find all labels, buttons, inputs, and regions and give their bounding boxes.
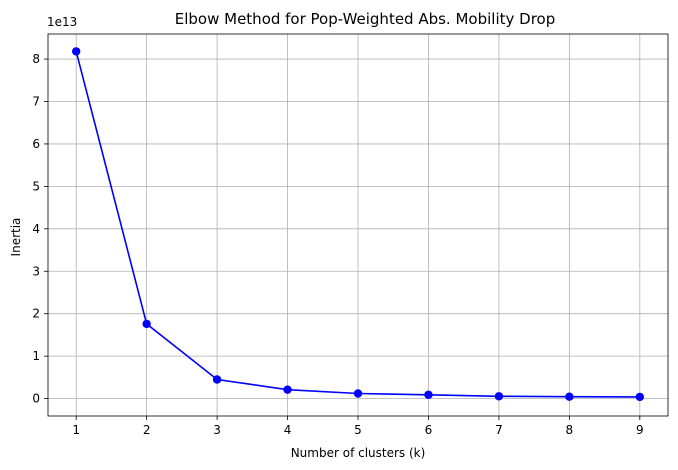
data-point <box>212 375 222 384</box>
data-point <box>565 392 574 401</box>
data-point <box>635 392 645 402</box>
x-tick-label: 1 <box>72 423 80 437</box>
x-tick-label: 2 <box>143 423 151 437</box>
grid-layer <box>48 34 668 416</box>
y-tick-label: 1 <box>32 349 40 363</box>
data-point <box>283 385 292 394</box>
x-axis-label: Number of clusters (k) <box>291 446 426 460</box>
y-tick-label: 6 <box>32 137 40 151</box>
series-layer <box>71 47 645 402</box>
data-point <box>494 392 504 401</box>
data-point <box>424 390 433 399</box>
chart-title: Elbow Method for Pop-Weighted Abs. Mobil… <box>175 10 555 28</box>
y-axis-offset-label: 1e13 <box>47 15 77 29</box>
x-tick-label: 9 <box>636 423 644 437</box>
y-tick-label: 7 <box>32 94 40 108</box>
data-point <box>71 47 81 56</box>
y-axis-label: Inertia <box>9 218 23 257</box>
data-point <box>142 319 151 329</box>
x-tick-label: 6 <box>425 423 433 437</box>
x-tick-label: 3 <box>213 423 221 437</box>
x-tick-label: 4 <box>284 423 292 437</box>
x-tick-label: 7 <box>495 423 503 437</box>
x-tick-label: 8 <box>566 423 574 437</box>
data-point <box>353 389 363 398</box>
y-tick-label: 0 <box>32 392 40 406</box>
y-tick-label: 3 <box>32 264 40 278</box>
y-tick-label: 2 <box>32 307 40 321</box>
y-tick-label: 4 <box>32 222 40 236</box>
y-tick-label: 5 <box>32 179 40 193</box>
y-tick-label: 8 <box>32 52 40 66</box>
x-tick-label: 5 <box>354 423 362 437</box>
tick-layer: 1 2 3 4 5 6 7 8 9 0 1 2 3 4 5 6 7 8 <box>32 52 643 437</box>
